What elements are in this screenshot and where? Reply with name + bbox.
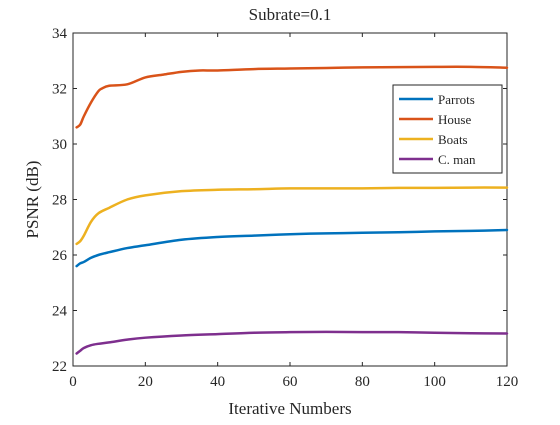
legend: Parrots House Boats C. man	[392, 84, 503, 174]
x-tick-label: 120	[496, 374, 519, 390]
x-tick-label: 20	[138, 374, 153, 390]
legend-label-parrots: Parrots	[438, 92, 475, 107]
y-tick-label: 26	[52, 248, 68, 264]
x-tick-label: 60	[283, 374, 298, 390]
series-line-c-man	[75, 330, 509, 355]
legend-label-house: House	[438, 112, 471, 127]
plot-area: 0 20 40 60 80 100 120 22 24 26 28 30 32 34	[52, 26, 518, 390]
series-line-boats	[75, 186, 509, 246]
x-axis-title: Iterative Numbers	[228, 399, 351, 418]
y-tick-label: 28	[52, 193, 67, 209]
legend-label-boats: Boats	[438, 132, 468, 147]
chart-title: Subrate=0.1	[249, 5, 332, 24]
y-tick-label: 22	[52, 359, 67, 375]
y-tick-label: 34	[52, 26, 68, 42]
x-tick-label: 80	[355, 374, 370, 390]
y-tick-label: 32	[52, 82, 67, 98]
x-tick-label: 0	[69, 374, 77, 390]
y-tick-label: 24	[52, 304, 68, 320]
y-tick-label: 30	[52, 137, 67, 153]
series-line-house	[75, 65, 509, 129]
axes-box	[72, 32, 508, 367]
x-tick-label: 40	[210, 374, 225, 390]
series-line-parrots	[75, 228, 509, 268]
x-tick-label: 100	[423, 374, 446, 390]
y-axis-title: PSNR (dB)	[23, 161, 42, 239]
legend-label-c-man: C. man	[438, 152, 476, 167]
